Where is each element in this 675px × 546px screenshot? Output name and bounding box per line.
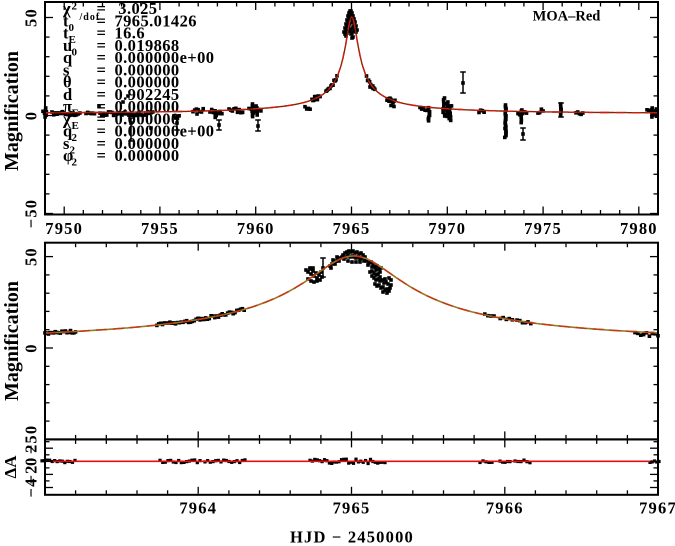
svg-text:E: E (69, 34, 77, 46)
svg-text:=: = (97, 85, 107, 104)
svg-text:=: = (97, 97, 107, 116)
svg-text:0: 0 (69, 22, 76, 34)
svg-text:=: = (97, 122, 107, 141)
svg-text:16.6: 16.6 (115, 24, 145, 43)
svg-text:−2: −2 (22, 464, 41, 484)
svg-text:0.000000: 0.000000 (115, 60, 180, 79)
svg-text:φ: φ (63, 146, 74, 165)
svg-text:=: = (97, 60, 107, 79)
svg-text:0.019868: 0.019868 (115, 36, 180, 55)
svg-text:ΔA: ΔA (1, 455, 20, 479)
svg-text:2: 2 (72, 132, 79, 144)
svg-text:0.000000: 0.000000 (115, 73, 180, 92)
svg-text:7967: 7967 (639, 499, 675, 518)
svg-text:−4: −4 (22, 477, 41, 497)
svg-text:0.000000e+00: 0.000000e+00 (115, 122, 215, 141)
svg-text:E: E (72, 120, 80, 132)
svg-text:0.902245: 0.902245 (115, 85, 180, 104)
svg-text:50: 50 (22, 8, 41, 27)
svg-text:θ: θ (63, 73, 73, 92)
svg-text:0.000000e+00: 0.000000e+00 (115, 48, 215, 67)
svg-text:=: = (97, 0, 107, 18)
svg-text:=: = (97, 11, 107, 30)
svg-text:0: 0 (22, 343, 41, 352)
svg-text:=: = (97, 73, 107, 92)
svg-text:−50: −50 (22, 199, 41, 229)
svg-text:π: π (63, 97, 73, 116)
svg-text:Magnification: Magnification (1, 281, 23, 401)
svg-text:HJD − 2450000: HJD − 2450000 (290, 528, 414, 546)
svg-text:7966: 7966 (486, 499, 524, 518)
svg-text:7950: 7950 (45, 219, 83, 238)
svg-text:0.000000: 0.000000 (115, 146, 180, 165)
svg-text:χ: χ (62, 109, 72, 128)
svg-text:s: s (63, 134, 70, 153)
svg-text:MOA–Red: MOA–Red (533, 9, 601, 25)
svg-text:=: = (97, 36, 107, 55)
svg-text:50: 50 (22, 247, 41, 266)
svg-text:7964: 7964 (179, 499, 217, 518)
svg-text:7965: 7965 (333, 219, 371, 238)
svg-text:=: = (97, 48, 107, 67)
svg-text:3.025: 3.025 (118, 0, 157, 18)
svg-text:χ: χ (62, 0, 72, 18)
svg-text:0: 0 (22, 457, 41, 466)
svg-text:2: 2 (72, 1, 79, 13)
svg-text:t: t (63, 24, 70, 43)
svg-text:0: 0 (22, 111, 41, 120)
svg-text:2: 2 (72, 157, 79, 169)
svg-text:t: t (63, 11, 70, 30)
svg-text:/dof: /dof (79, 12, 101, 23)
svg-text:2: 2 (70, 144, 77, 156)
svg-text:=: = (97, 146, 107, 165)
svg-text:s: s (63, 60, 70, 79)
svg-text:u: u (63, 36, 73, 55)
svg-text:7955: 7955 (141, 219, 179, 238)
svg-text:Magnification: Magnification (1, 51, 23, 171)
svg-text:0: 0 (72, 46, 79, 58)
svg-text:q: q (63, 48, 73, 67)
svg-text:−50: −50 (22, 425, 41, 455)
svg-text:=: = (97, 134, 107, 153)
svg-text:7965: 7965 (333, 499, 371, 518)
svg-text:7960: 7960 (237, 219, 275, 238)
svg-text:7975: 7975 (524, 219, 562, 238)
svg-text:7965.01426: 7965.01426 (115, 11, 197, 30)
svg-text:d: d (63, 85, 73, 104)
svg-text:q: q (63, 122, 73, 141)
svg-text:=: = (97, 24, 107, 43)
svg-text:7980: 7980 (620, 219, 658, 238)
svg-text:=: = (97, 109, 107, 128)
svg-text:7970: 7970 (428, 219, 466, 238)
svg-text:2: 2 (22, 443, 41, 452)
